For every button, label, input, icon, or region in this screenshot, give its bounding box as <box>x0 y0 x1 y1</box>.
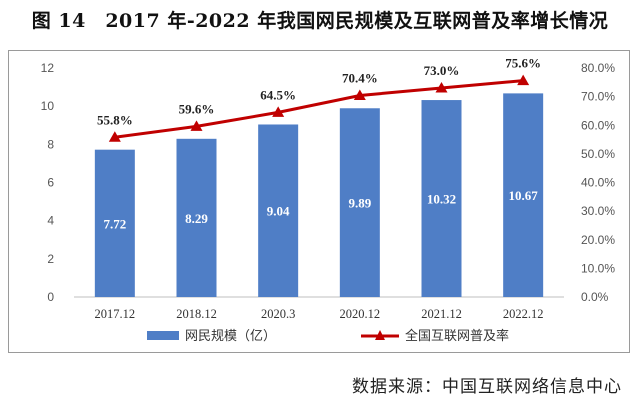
y-left-tick-label: 12 <box>41 61 55 75</box>
line-value-label: 55.8% <box>97 112 133 127</box>
y-right-tick-label: 80.0% <box>581 61 615 75</box>
bar-value-label: 10.32 <box>427 192 456 207</box>
figure-number: 图 14 <box>31 10 86 32</box>
line-point-marker <box>517 74 530 86</box>
y-left-tick-label: 0 <box>47 290 54 304</box>
x-tick-label: 2017.12 <box>95 307 136 321</box>
line-point-marker <box>435 82 448 93</box>
bar <box>421 100 462 297</box>
bar <box>503 93 544 297</box>
figure-title: 图 14 2017 年-2022 年我国网民规模及互联网普及率增长情况 <box>0 6 640 33</box>
x-tick-label: 2020.3 <box>261 307 295 321</box>
y-right-tick-label: 20.0% <box>581 233 615 247</box>
x-tick-label: 2018.12 <box>176 307 217 321</box>
line-point-marker <box>353 89 366 100</box>
x-tick-label: 2021.12 <box>421 307 462 321</box>
line-value-label: 59.6% <box>179 101 215 116</box>
bar <box>339 108 380 297</box>
y-right-tick-label: 50.0% <box>581 147 615 161</box>
bar-value-label: 10.67 <box>509 188 539 203</box>
legend-bar-swatch <box>147 331 179 340</box>
y-left-tick-label: 2 <box>47 252 54 266</box>
legend-bar-label: 网民规模（亿） <box>185 328 276 343</box>
line-point-marker <box>190 120 203 131</box>
combo-chart: 0 2 4 6 8 10 12 0.0% 10.0% 20.0% 30.0% 40.0% 50.0% 60… <box>41 56 616 343</box>
bar <box>258 124 299 297</box>
x-tick-label: 2020.12 <box>340 307 381 321</box>
y-left-tick-label: 10 <box>41 99 55 113</box>
line-value-label: 64.5% <box>260 87 296 102</box>
line-value-label: 75.6% <box>505 56 541 71</box>
bar-value-label: 9.04 <box>267 204 290 219</box>
y-left-tick-label: 6 <box>47 176 54 190</box>
bar-value-label: 9.89 <box>348 196 371 211</box>
line-value-label: 70.4% <box>342 70 378 85</box>
bar-value-label: 7.72 <box>103 216 126 231</box>
line-point-marker <box>108 131 121 142</box>
y-right-tick-label: 60.0% <box>581 118 615 132</box>
legend-line-label: 全国互联网普及率 <box>405 328 509 343</box>
bar <box>94 149 135 297</box>
chart-frame: 0 2 4 6 8 10 12 0.0% 10.0% 20.0% 30.0% 40.0% 50.0% 60… <box>8 50 630 353</box>
line-value-label: 73.0% <box>424 63 460 78</box>
line-point-marker <box>272 106 285 117</box>
source-text: 数据来源：中国互联网络信息中心 <box>352 377 622 397</box>
y-right-tick-label: 40.0% <box>581 176 615 190</box>
line-series-path <box>114 79 524 139</box>
y-left-tick-label: 4 <box>47 214 54 228</box>
y-left-tick-label: 8 <box>47 137 54 151</box>
bar <box>176 138 217 297</box>
legend-line-marker <box>375 330 385 340</box>
source-note: 数据来源：中国互联网络信息中心 <box>352 372 622 397</box>
bar-value-label: 8.29 <box>185 211 208 226</box>
y-right-tick-label: 0.0% <box>581 290 609 304</box>
figure-title-text: 2017 年-2022 年我国网民规模及互联网普及率增长情况 <box>105 10 609 32</box>
x-tick-label: 2022.12 <box>503 307 544 321</box>
y-right-tick-label: 10.0% <box>581 261 615 275</box>
y-right-tick-label: 70.0% <box>581 90 615 104</box>
y-right-tick-label: 30.0% <box>581 204 615 218</box>
